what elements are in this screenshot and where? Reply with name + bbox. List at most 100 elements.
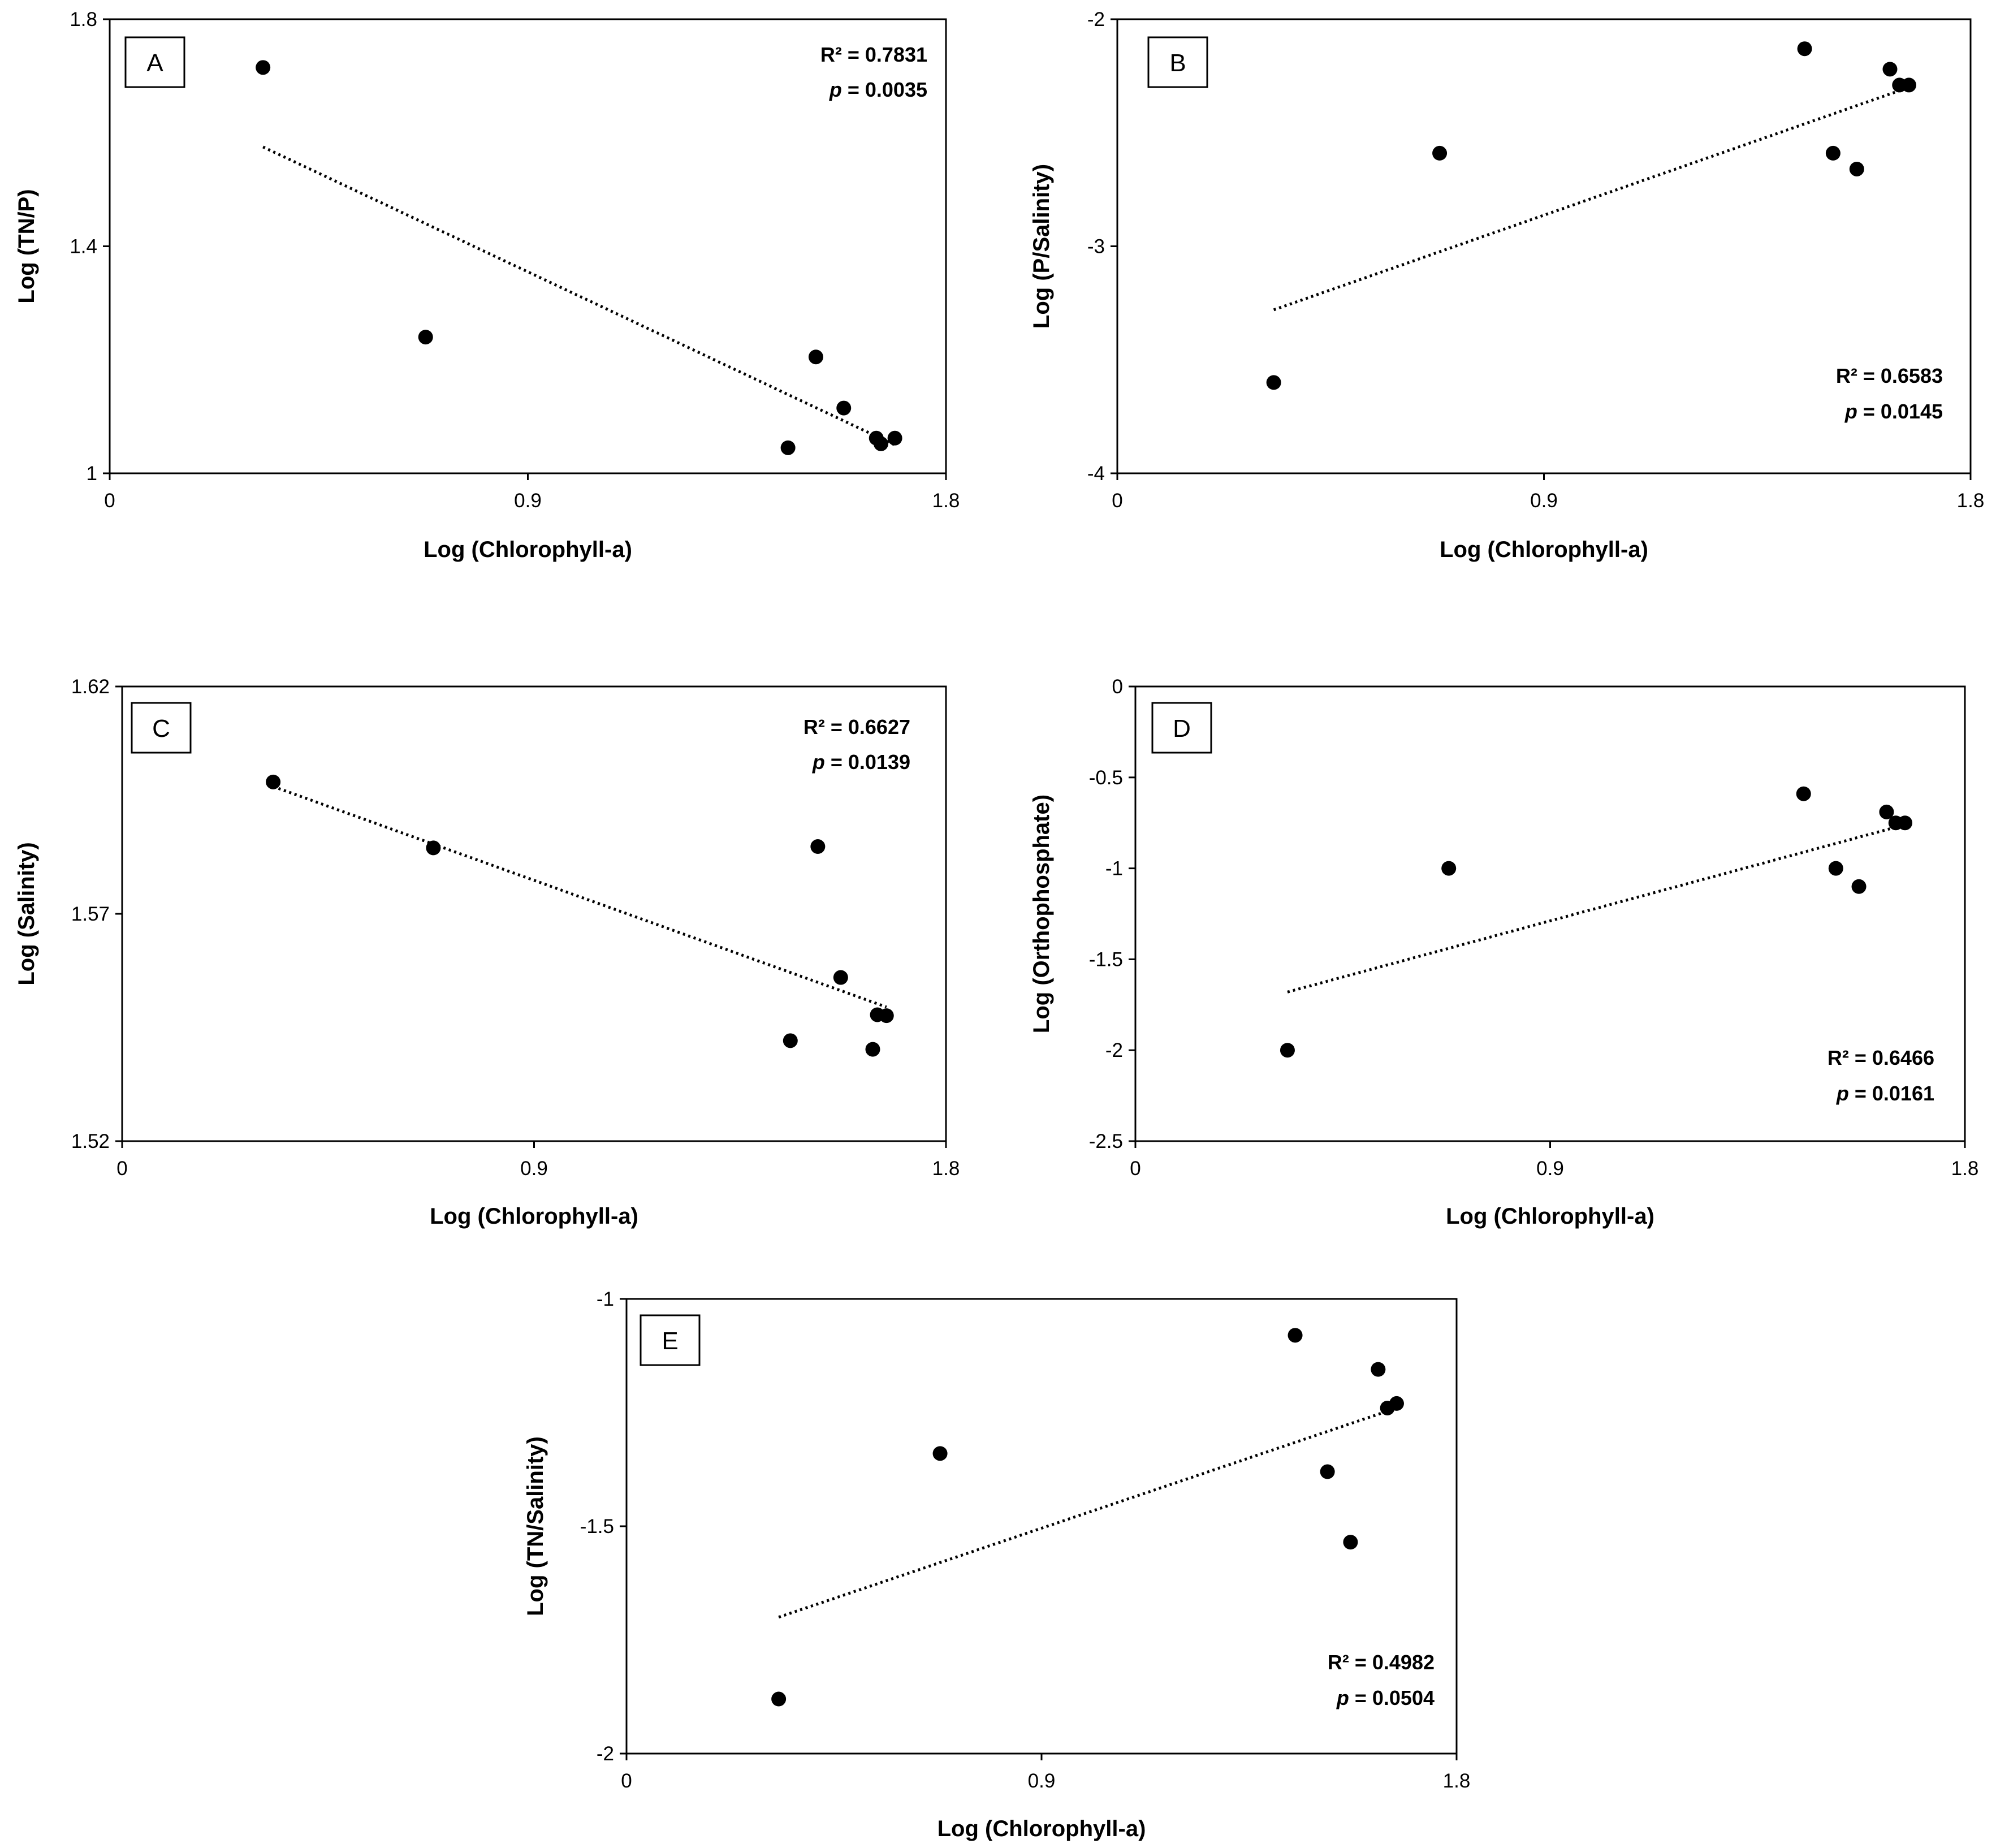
panel-a-label: A (146, 49, 163, 77)
panel-c: 0 0.9 1.8 1.52 1.57 1.62 Log (Chlorophyll-a) Lo… (14, 676, 960, 1229)
panel-c-label: C (152, 715, 170, 742)
panel-d-y-tick-label: -0.5 (1089, 767, 1123, 789)
panel-c-data-point (783, 1033, 798, 1048)
panel-d-x-tick-label: 0 (1130, 1158, 1140, 1180)
panel-d-p-symbol: p (1836, 1082, 1849, 1105)
panel-e-x-tick-label: 0.9 (1028, 1770, 1056, 1792)
panel-d-y-tick-label: -1 (1105, 858, 1123, 880)
panel-b-label: B (1169, 49, 1186, 77)
panel-d-data-point (1441, 861, 1457, 876)
panel-c-x-tick-label: 1.8 (932, 1158, 960, 1180)
panel-a-data-point (808, 349, 823, 365)
panel-b-label-box (1147, 36, 1208, 88)
panel-b-y-tick-label: -2 (1087, 8, 1105, 31)
panel-d-p-number: = 0.0161 (1849, 1082, 1934, 1105)
panel-b-p-value: p = 0.0145 (1844, 400, 1943, 423)
panel-a-y-tick-label: 1.8 (70, 8, 97, 31)
panel-e-plot-area (625, 1298, 1458, 1755)
panel-a-p-number: = 0.0035 (842, 78, 927, 101)
panel-b-y-tick-label: -4 (1087, 463, 1105, 485)
panel-c-p-value: p = 0.0139 (812, 750, 910, 774)
panel-e-p-value: p = 0.0504 (1336, 1686, 1435, 1709)
panel-b-data-point (1825, 145, 1841, 161)
panel-a-x-tick-label: 1.8 (932, 490, 960, 512)
panel-a-p-value: p = 0.0035 (829, 78, 927, 101)
panel-a-trendline (262, 145, 896, 447)
panel-b-plot-area (1116, 18, 1972, 474)
panel-e: 0 0.9 1.8 -2 -1.5 -1 Log (Chlorophyll-a) Log (T… (523, 1288, 1470, 1841)
panel-c-data-point (879, 1008, 894, 1024)
panel-c-data-point (810, 839, 826, 854)
panel-d-data-point (1879, 804, 1894, 819)
panel-b-data-point (1849, 161, 1864, 176)
panel-e-x-tick-label: 1.8 (1443, 1770, 1471, 1792)
panel-a-data-point (256, 60, 271, 75)
panel-d-p-value: p = 0.0161 (1836, 1082, 1934, 1105)
panel-e-y-tick-label: -1.5 (580, 1515, 614, 1538)
panel-a-plot-area (109, 18, 947, 474)
panel-e-data-point (1371, 1362, 1386, 1377)
panel-b-x-axis-title: Log (Chlorophyll-a) (1440, 537, 1648, 562)
panel-d-y-tick-label: -2 (1105, 1039, 1123, 1061)
panel-d-plot-area (1134, 685, 1966, 1142)
panel-b-x-tick-label: 0.9 (1530, 490, 1558, 512)
panel-c-trendline (273, 785, 887, 1009)
panel-e-data-point (1288, 1328, 1303, 1343)
panel-c-x-tick-label: 0 (116, 1158, 127, 1180)
panel-d-trendline (1287, 823, 1906, 994)
panel-b-x-tick-label: 0 (1112, 490, 1122, 512)
panel-e-label-box (640, 1314, 701, 1366)
panel-d-data-point (1898, 815, 1913, 831)
panel-a-x-tick-label: 0 (104, 490, 115, 512)
panel-e-r-squared: R² = 0.4982 (1328, 1651, 1435, 1674)
panel-c-x-tick-label: 0.9 (520, 1158, 548, 1180)
panel-d-data-point (1280, 1043, 1295, 1058)
panel-e-data-point (1320, 1464, 1335, 1479)
panel-a-y-tick-label: 1 (87, 463, 97, 485)
panel-e-data-point (1389, 1396, 1404, 1411)
panel-c-y-tick-label: 1.62 (71, 676, 110, 698)
panel-a-x-axis-title: Log (Chlorophyll-a) (424, 537, 632, 562)
panel-c-p-symbol: p (812, 750, 825, 774)
panel-d-label: D (1173, 715, 1191, 742)
panel-d-data-point (1828, 861, 1843, 876)
panel-b: 0 0.9 1.8 -4 -3 -2 Log (Chlorophyll-a) Log (P/S… (1029, 8, 1984, 562)
panel-a-x-tick-label: 0.9 (514, 490, 542, 512)
panel-a-data-point (418, 330, 433, 345)
panel-a-data-point (873, 436, 888, 451)
panel-b-r-squared: R² = 0.6583 (1836, 364, 1943, 387)
panel-d-y-tick-label: 0 (1112, 676, 1123, 698)
panel-d-label-box (1151, 702, 1212, 754)
panel-c-y-axis-title: Log (Salinity) (14, 842, 39, 985)
panel-d: 0 0.9 1.8 -2.5 -2 -1.5 -1 -0.5 0 Log (Chlorophyll… (1029, 676, 1978, 1229)
panel-a-data-point (836, 400, 852, 416)
panel-c-r-squared: R² = 0.6627 (803, 715, 910, 739)
panel-a: 0 0.9 1.8 1 1.4 1.8 Log (Chlorophyll-a) Log (TN… (14, 8, 960, 562)
panel-d-y-tick-label: -2.5 (1089, 1130, 1123, 1152)
panel-e-trendline (778, 1406, 1397, 1619)
panel-c-label-box (131, 702, 192, 754)
panel-c-y-tick-label: 1.57 (71, 903, 110, 925)
panel-a-y-tick-label: 1.4 (70, 236, 97, 258)
panel-d-y-tick-label: -1.5 (1089, 948, 1123, 970)
panel-c-data-point (426, 840, 441, 856)
panel-e-p-number: = 0.0504 (1349, 1686, 1435, 1709)
panel-d-data-point (1796, 786, 1811, 801)
panel-e-data-point (771, 1691, 787, 1707)
panel-a-label-box (124, 36, 185, 88)
panel-d-r-squared: R² = 0.6466 (1827, 1046, 1934, 1069)
panel-e-data-point (1343, 1535, 1358, 1550)
panel-e-y-tick-label: -1 (597, 1288, 614, 1310)
panel-a-data-point (780, 440, 796, 455)
panel-c-data-point (266, 774, 281, 789)
panel-b-trendline (1273, 86, 1909, 312)
panel-e-data-point (932, 1446, 948, 1461)
panel-a-data-point (887, 430, 902, 446)
panel-b-data-point (1432, 145, 1448, 161)
panel-e-x-axis-title: Log (Chlorophyll-a) (937, 1816, 1146, 1841)
panel-e-y-tick-label: -2 (597, 1743, 614, 1765)
panel-e-label: E (662, 1327, 678, 1355)
panel-d-x-axis-title: Log (Chlorophyll-a) (1446, 1204, 1654, 1229)
panel-b-p-number: = 0.0145 (1857, 400, 1943, 423)
panel-e-x-tick-label: 0 (621, 1770, 632, 1792)
